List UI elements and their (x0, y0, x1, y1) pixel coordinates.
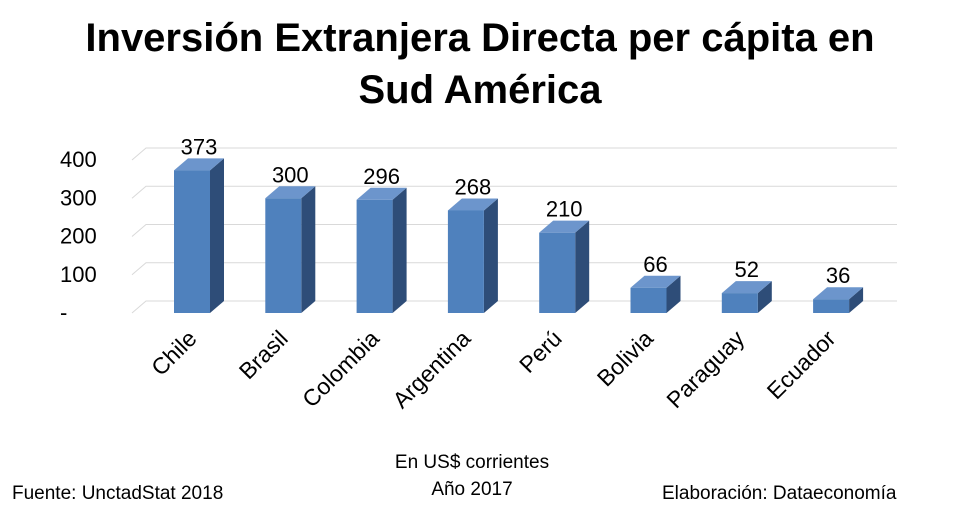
gridline (131, 300, 897, 314)
data-label: 300 (272, 162, 309, 187)
x-tick-label: Argentina (387, 325, 475, 413)
source-note: Fuente: UnctadStat 2018 (12, 483, 224, 504)
bar-top (721, 281, 772, 294)
x-tick-label: Colombia (297, 325, 384, 412)
bar (265, 198, 302, 313)
y-tick-label: 300 (60, 185, 97, 210)
bar (813, 299, 850, 313)
y-tick-label: - (60, 300, 67, 325)
data-label: 52 (735, 257, 759, 282)
credit-note: Elaboración: Dataeconomía (662, 483, 897, 504)
data-label: 268 (455, 174, 492, 199)
bar-side (301, 186, 316, 313)
x-tick-label: Chile (146, 325, 201, 380)
x-tick-label: Paraguay (661, 325, 749, 413)
data-label: 210 (546, 197, 583, 222)
x-tick-label: Perú (514, 325, 567, 378)
bar (447, 210, 484, 313)
bar-top (174, 158, 224, 171)
chart-subtitle-currency: En US$ corrientes (394, 452, 550, 473)
bar-top (539, 220, 590, 233)
bar (356, 199, 393, 313)
bar-side (210, 158, 224, 313)
gridline (131, 147, 897, 161)
data-label: 296 (363, 164, 400, 189)
x-tick-label: Ecuador (762, 325, 841, 404)
bar-side (575, 220, 590, 313)
bar-side (392, 187, 407, 313)
bar (630, 287, 667, 313)
bar-top (265, 186, 316, 199)
gridline (131, 224, 897, 237)
bar-top (630, 275, 681, 288)
bar (721, 293, 758, 313)
chart-title-line-2: Sud América (358, 68, 602, 112)
x-tick-label: Brasil (234, 325, 293, 384)
data-label: 66 (643, 252, 667, 277)
bar-top (447, 198, 498, 211)
data-label: 373 (181, 134, 218, 159)
x-tick-label: Bolivia (592, 325, 658, 391)
gridline (131, 262, 897, 276)
bar (539, 232, 576, 313)
bar-top (813, 287, 864, 300)
bar-top (356, 187, 407, 200)
bar-side (849, 287, 864, 313)
bar-side (757, 281, 772, 313)
y-tick-label: 400 (60, 147, 97, 172)
bar (174, 170, 210, 313)
y-tick-label: 200 (60, 224, 97, 249)
data-label: 36 (826, 263, 850, 288)
chart-subtitle-year: Año 2017 (431, 479, 513, 500)
bar-side (483, 198, 498, 313)
y-tick-label: 100 (60, 262, 97, 287)
bar-side (666, 275, 681, 313)
gridline (131, 185, 897, 199)
chart-title-line-1: Inversión Extranjera Directa per cápita … (85, 16, 875, 60)
